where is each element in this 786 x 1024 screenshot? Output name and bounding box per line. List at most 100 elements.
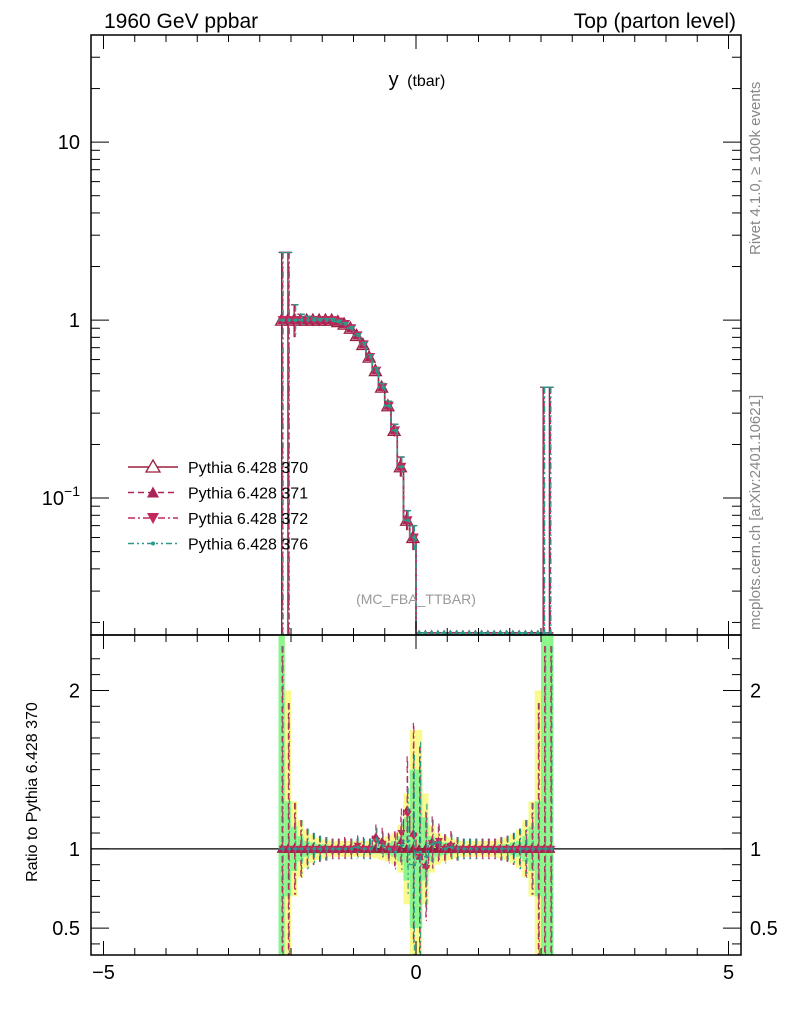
data-point-marker <box>300 318 304 322</box>
floor-marker <box>441 629 448 635</box>
floor-marker <box>459 629 466 635</box>
ratio-point-marker <box>375 837 379 841</box>
data-point-marker <box>325 318 329 322</box>
data-point-marker <box>306 318 310 322</box>
ratio-point-marker <box>425 855 429 859</box>
floor-marker <box>434 629 441 635</box>
main-title: y (tbar) <box>389 69 446 91</box>
ratio-band-inner <box>541 635 548 955</box>
x-tick-label: 0 <box>410 962 421 984</box>
data-point-marker <box>375 368 379 373</box>
ratio-ylabel: Ratio to Pythia 6.428 370 <box>24 702 41 882</box>
data-point-marker <box>281 318 285 322</box>
ratio-point-marker <box>450 845 454 849</box>
data-point-marker <box>337 319 342 324</box>
ratio-point-marker <box>312 847 316 851</box>
ratio-y-tick-label-right: 0.5 <box>750 918 778 940</box>
legend-label: Pythia 6.428 371 <box>188 486 308 503</box>
data-point-marker <box>387 403 392 408</box>
floor-marker <box>478 629 485 635</box>
side-label-top: Rivet 4.1.0, ≥ 100k events <box>747 82 764 255</box>
floor-marker <box>466 629 473 635</box>
ratio-y-tick-label: 0.5 <box>52 918 80 940</box>
data-point-marker <box>362 342 367 347</box>
legend-marker <box>147 513 159 524</box>
data-point-marker <box>343 322 348 326</box>
legend-label: Pythia 6.428 372 <box>188 511 308 528</box>
ratio-y-tick-label: 2 <box>69 680 80 702</box>
ratio-panel: −5 0 5 0.5 0.5 1 1 2 2 Ratio to Pythia 6.428 370 <box>24 634 778 984</box>
ratio-series-line <box>278 838 554 866</box>
floor-marker <box>516 629 523 635</box>
legend: Pythia 6.428 370 Pythia 6.428 371 Pythia 6… <box>128 458 308 554</box>
ratio-y-tick-label: 1 <box>69 839 80 861</box>
ratio-point-marker <box>487 847 491 851</box>
main-y-tick-label: 10−1 <box>42 483 80 510</box>
data-point-marker <box>368 355 373 359</box>
floor-marker <box>541 629 548 635</box>
ratio-point-marker <box>294 847 298 851</box>
ratio-marks-layer <box>91 635 741 955</box>
main-marks-layer <box>274 251 554 635</box>
ratio-point-marker <box>331 847 335 851</box>
ratio-point-marker <box>350 847 354 851</box>
main-series-3 <box>278 251 554 635</box>
data-point-marker <box>318 318 323 322</box>
legend-label: Pythia 6.428 376 <box>188 537 308 554</box>
ratio-point-marker <box>469 847 473 851</box>
floor-marker <box>447 629 454 635</box>
main-y-tick-label-exponent: −1 <box>64 483 80 499</box>
main-y-tick-label: 1 <box>69 310 80 332</box>
series-line <box>278 319 554 634</box>
ratio-band-inner <box>278 635 285 955</box>
legend-marker <box>151 541 155 546</box>
floor-marker <box>534 629 541 635</box>
legend-marker <box>144 458 162 473</box>
floor-marker <box>453 629 460 635</box>
data-point-marker <box>381 385 385 389</box>
floor-marker <box>472 629 479 635</box>
main-y-tick-label-base: 10 <box>42 488 64 510</box>
ratio-y-tick-label-right: 1 <box>750 839 761 861</box>
ratio-point-marker <box>550 847 554 851</box>
data-point-marker <box>393 428 398 433</box>
data-point-marker <box>406 518 410 523</box>
ratio-point-marker <box>525 847 529 851</box>
header-left: 1960 GeV ppbar <box>104 10 258 33</box>
main-series-0 <box>274 251 554 635</box>
floor-marker <box>509 629 516 635</box>
data-point-marker <box>293 318 298 322</box>
floor-marker <box>422 629 429 635</box>
ratio-point-marker <box>431 842 435 846</box>
floor-marker <box>491 629 498 635</box>
ratio-point-marker <box>444 847 448 851</box>
ratio-point-marker <box>362 847 366 851</box>
ratio-y-tick-label-right: 2 <box>750 680 761 702</box>
main-title-main: y <box>389 69 399 91</box>
legend-marker <box>147 486 159 498</box>
side-label-bottom: mcplots.cern.ch [arXiv:2401.10621] <box>747 395 764 630</box>
floor-marker <box>503 629 510 635</box>
floor-marker <box>528 629 535 635</box>
floor-marker <box>484 629 491 635</box>
data-point-marker <box>356 333 360 338</box>
ratio-point-marker <box>506 847 510 851</box>
main-y-tick-label: 10 <box>58 132 80 154</box>
data-point-marker <box>312 318 317 322</box>
ratio-point-marker <box>412 863 416 867</box>
ratio-band-inner <box>547 635 554 955</box>
ratio-point-marker <box>544 847 548 851</box>
floor-marker <box>497 629 504 635</box>
floor-marker <box>522 629 529 635</box>
data-point-marker <box>412 535 417 540</box>
floor-marker <box>416 629 423 635</box>
floor-marker <box>428 629 435 635</box>
data-point-marker <box>287 318 292 322</box>
data-point-marker <box>400 464 404 469</box>
main-title-suffix: (tbar) <box>407 73 445 90</box>
x-tick-label: −5 <box>92 962 115 984</box>
floor-marker <box>547 629 554 635</box>
